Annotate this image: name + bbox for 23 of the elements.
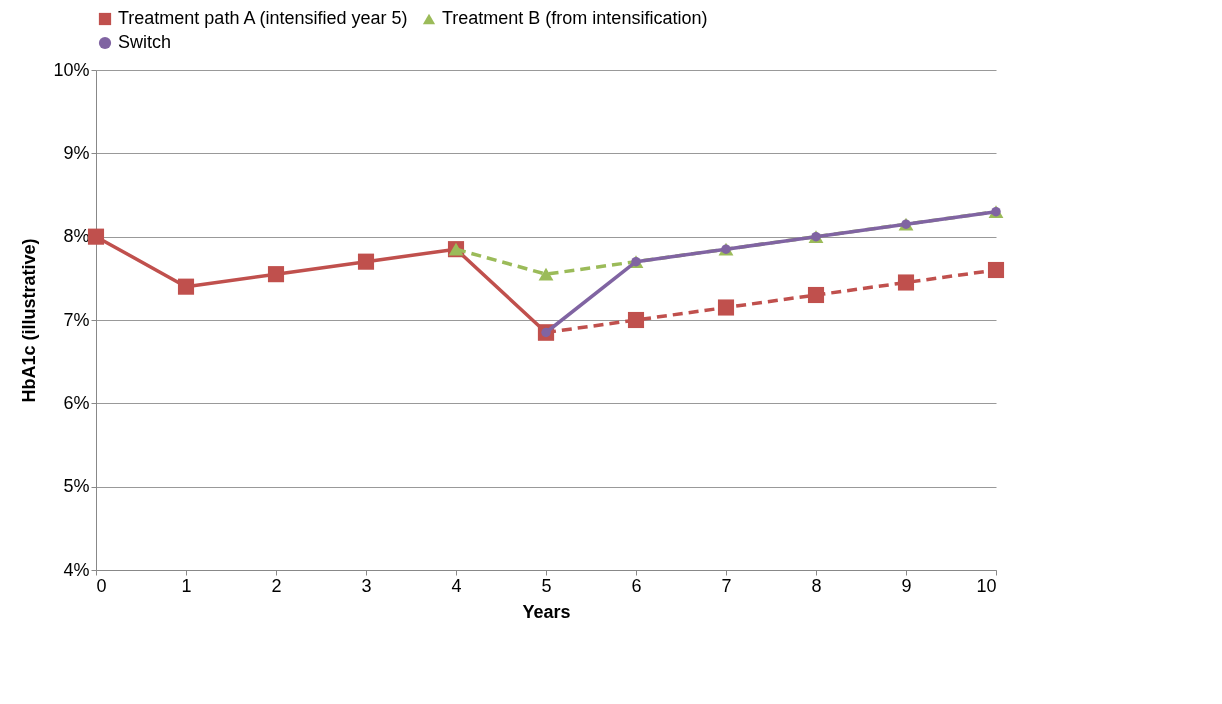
y-tick-label: 5% <box>63 476 90 497</box>
x-tick-label: 6 <box>631 575 642 596</box>
x-tick-label: 3 <box>361 575 372 596</box>
legend-label: Treatment B (from intensification) <box>442 8 708 28</box>
x-tick-label: 9 <box>901 575 912 596</box>
x-tick-label: 10 <box>976 575 997 596</box>
y-tick-label: 7% <box>63 309 90 330</box>
x-tick-label: 2 <box>271 575 282 596</box>
legend-label: Switch <box>118 32 172 52</box>
x-axis-title: Years <box>522 601 571 622</box>
legend-label: Treatment path A (intensified year 5) <box>118 8 408 28</box>
y-tick-label: 4% <box>63 559 90 580</box>
y-axis-title: HbA1c (illustrative) <box>19 238 40 403</box>
x-tick-label: 7 <box>721 575 732 596</box>
y-tick-label: 6% <box>63 392 90 413</box>
x-tick-label: 5 <box>541 575 552 596</box>
y-tick-label: 8% <box>63 226 90 247</box>
x-tick-label: 0 <box>96 575 107 596</box>
x-tick-label: 4 <box>451 575 462 596</box>
x-tick-label: 1 <box>181 575 192 596</box>
y-tick-label: 10% <box>53 59 90 80</box>
x-tick-label: 8 <box>811 575 822 596</box>
y-tick-label: 9% <box>63 142 90 163</box>
